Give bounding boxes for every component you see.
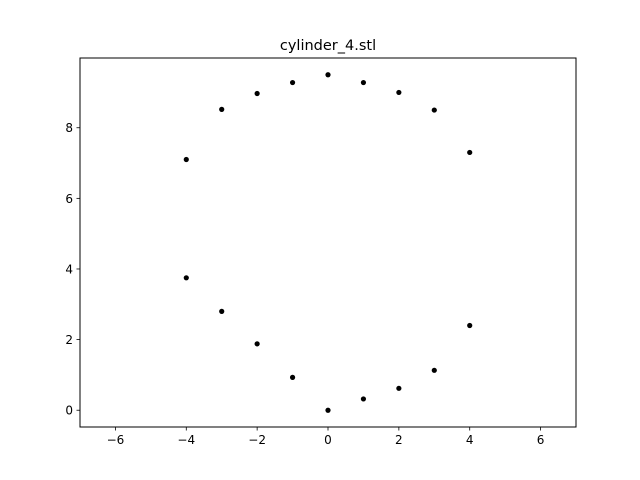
- data-point-17: [467, 322, 473, 329]
- data-point-13: [325, 407, 331, 413]
- data-point-12: [289, 374, 296, 380]
- x-tick-label: 4: [466, 433, 474, 447]
- y-tick-label: 2: [65, 333, 73, 347]
- plot-frame: [79, 57, 577, 428]
- chart-title: cylinder_4.stl: [280, 38, 376, 54]
- data-point-15: [396, 385, 402, 391]
- y-tick-label: 8: [65, 121, 73, 135]
- data-point-9: [183, 275, 189, 281]
- data-point-16: [431, 367, 437, 373]
- data-point-3: [396, 89, 402, 96]
- y-axis: 0 2 4 6 8: [65, 121, 80, 418]
- data-point-2: [289, 79, 296, 86]
- y-tick-label: 0: [65, 404, 73, 418]
- data-point-1: [360, 79, 367, 86]
- data-point-14: [360, 396, 367, 402]
- x-tick-label: 6: [537, 433, 545, 447]
- data-point-7: [467, 149, 473, 156]
- data-point-0: [325, 72, 331, 78]
- y-tick-label: 6: [65, 192, 73, 206]
- data-point-10: [219, 308, 225, 314]
- x-axis: −6 −4 −2 0 2 4 6: [107, 427, 545, 447]
- x-tick-label: 2: [395, 433, 403, 447]
- x-tick-label: −4: [177, 433, 195, 447]
- x-tick-label: −2: [248, 433, 266, 447]
- y-tick-label: 4: [65, 262, 73, 276]
- data-point-6: [219, 106, 225, 112]
- x-tick-label: 0: [324, 433, 332, 447]
- data-point-5: [431, 107, 437, 113]
- data-point-8: [183, 156, 189, 163]
- data-point-4: [254, 90, 260, 97]
- x-tick-label: −6: [107, 433, 125, 447]
- data-points: [183, 72, 473, 413]
- data-point-11: [254, 341, 260, 347]
